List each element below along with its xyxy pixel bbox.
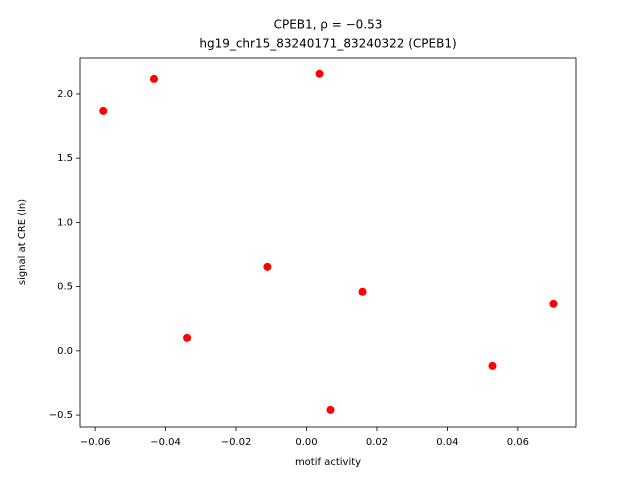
- x-tick-label: 0.02: [366, 437, 388, 448]
- point: [488, 361, 497, 370]
- point: [326, 405, 335, 414]
- chart-subtitle: hg19_chr15_83240171_83240322 (CPEB1): [199, 37, 456, 51]
- y-tick-label: 0.5: [57, 282, 73, 293]
- point: [358, 287, 367, 296]
- point: [549, 299, 558, 308]
- y-tick-label: 0.0: [57, 346, 73, 357]
- chart-title: CPEB1, ρ = −0.53: [274, 18, 383, 32]
- x-tick-label: 0.00: [295, 437, 317, 448]
- point: [263, 262, 272, 271]
- y-tick-label: −0.5: [49, 410, 73, 421]
- y-axis-label: signal at CRE (ln): [17, 199, 28, 285]
- point: [183, 333, 192, 342]
- x-tick-label: −0.04: [150, 437, 181, 448]
- plot-frame: [79, 57, 577, 428]
- y-tick-label: 1.5: [57, 153, 73, 164]
- point: [99, 106, 108, 115]
- y-tick-label: 1.0: [57, 217, 73, 228]
- y-tick-label: 2.0: [57, 89, 73, 100]
- x-tick-label: 0.06: [507, 437, 529, 448]
- x-tick-label: −0.06: [80, 437, 111, 448]
- point: [149, 74, 158, 83]
- point: [315, 69, 324, 78]
- x-tick-label: −0.02: [221, 437, 252, 448]
- x-tick-label: 0.04: [436, 437, 458, 448]
- x-axis-label: motif activity: [295, 457, 361, 468]
